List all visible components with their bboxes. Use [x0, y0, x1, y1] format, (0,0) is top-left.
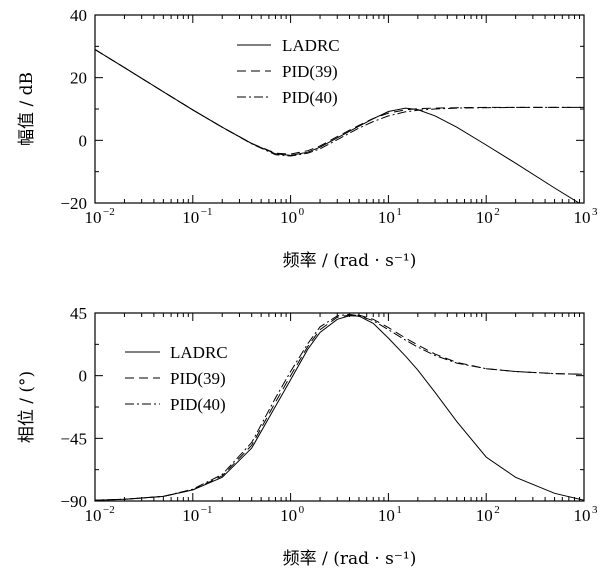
x-tick-label: 10 [378, 506, 395, 525]
x-tick-label-exponent: 0 [299, 504, 305, 516]
x-tick-label-exponent: 1 [396, 206, 402, 218]
legend-label: LADRC [170, 343, 228, 362]
y-tick-label: −20 [60, 194, 87, 213]
x-tick-label-exponent: 3 [592, 206, 598, 218]
x-tick-label: 10 [280, 506, 297, 525]
x-tick-label-exponent: −1 [201, 206, 213, 218]
legend-label: PID(40) [282, 88, 338, 107]
x-tick-label: 10 [378, 208, 395, 227]
phase-legend: LADRC PID(39) PID(40) [125, 343, 228, 414]
x-tick-label: 10 [182, 208, 199, 227]
x-tick-label-exponent: −2 [103, 504, 115, 516]
x-tick-label-exponent: −1 [201, 504, 213, 516]
x-tick-label-exponent: 2 [494, 504, 500, 516]
x-tick-label: 10 [574, 506, 591, 525]
series-line-pid-39 [95, 314, 584, 501]
y-tick-label: −90 [60, 492, 87, 511]
series-line-ladrc [95, 49, 580, 203]
phase-series [95, 313, 584, 501]
y-tick-label: −45 [60, 429, 87, 448]
y-tick-label: 0 [79, 131, 88, 150]
x-tick-label-exponent: 0 [299, 206, 305, 218]
x-tick-label-exponent: 1 [396, 504, 402, 516]
phase-y-axis-label: 相位 / (°) [17, 371, 37, 443]
magnitude-x-axis-label: 频率 / (rad · s⁻¹) [283, 251, 417, 271]
x-tick-label-exponent: 2 [494, 206, 500, 218]
x-tick-label: 10 [182, 506, 199, 525]
magnitude-series [95, 49, 584, 203]
y-tick-label: 0 [79, 367, 88, 386]
y-tick-label: 20 [70, 69, 87, 88]
x-tick-label: 10 [476, 208, 493, 227]
x-tick-label: 10 [85, 506, 102, 525]
phase-plot-frame [94, 312, 585, 502]
x-tick-label: 10 [85, 208, 102, 227]
series-line-pid-40 [95, 49, 584, 157]
legend-label: LADRC [282, 36, 340, 55]
series-line-pid-40 [95, 313, 584, 501]
x-tick-label: 10 [476, 506, 493, 525]
legend-label: PID(39) [282, 62, 338, 81]
series-line-ladrc [95, 315, 584, 501]
y-tick-label: 45 [70, 304, 87, 323]
magnitude-legend: LADRC PID(39) PID(40) [237, 36, 340, 107]
x-tick-label: 10 [280, 208, 297, 227]
legend-label: PID(40) [170, 395, 226, 414]
x-tick-label-exponent: −2 [103, 206, 115, 218]
phase-x-axis-label: 频率 / (rad · s⁻¹) [283, 549, 417, 569]
magnitude-y-axis-label: 幅值 / dB [17, 72, 37, 146]
x-tick-label: 10 [574, 208, 591, 227]
x-tick-label-exponent: 3 [592, 504, 598, 516]
legend-label: PID(39) [170, 369, 226, 388]
y-tick-label: 40 [70, 6, 87, 25]
